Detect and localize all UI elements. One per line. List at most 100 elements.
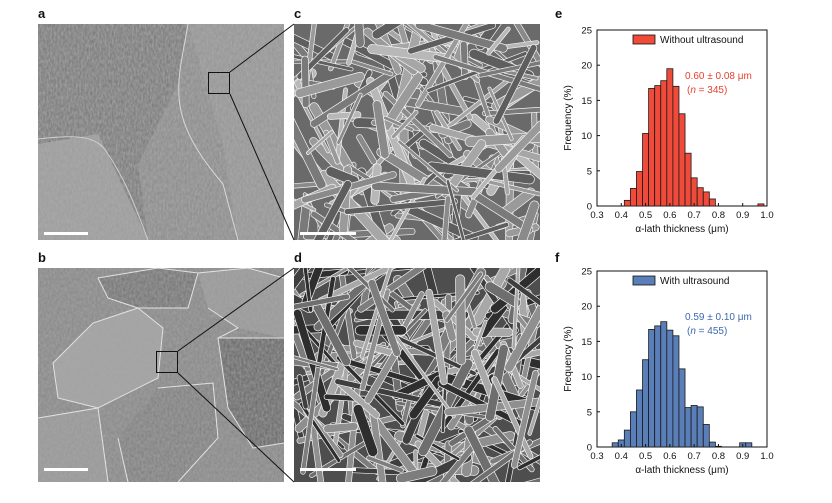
y-tick-label-e: 15 (581, 96, 592, 107)
histogram-bar-f (636, 389, 643, 448)
alpha-lath (343, 198, 458, 215)
anno-pre-e: ( (687, 85, 691, 96)
y-tick-label-f: 5 (587, 407, 592, 418)
panel-label-e: e (555, 6, 563, 21)
y-tick-label-f: 10 (581, 372, 592, 383)
alpha-lath (443, 222, 510, 240)
alpha-lath (353, 24, 365, 48)
anno-post-e: = 345) (696, 85, 727, 96)
x-tick-label-e: 0.7 (688, 210, 701, 221)
x-tick-label-f: 0.9 (736, 451, 749, 462)
alpha-lath (300, 366, 321, 475)
anno-n-e: n (690, 85, 696, 96)
histogram-bar-f (745, 442, 753, 448)
x-tick-label-e: 0.9 (736, 210, 749, 221)
x-tick-label-f: 0.3 (590, 451, 603, 462)
panel-label-b: b (38, 250, 46, 265)
anno-n-f: n (690, 326, 696, 337)
x-tick-label-e: 0.4 (615, 210, 628, 221)
alpha-lath (414, 440, 494, 482)
micrograph-c-image (294, 24, 540, 240)
alpha-lath (294, 71, 366, 99)
alpha-lath (504, 299, 540, 373)
alpha-lath (391, 109, 419, 140)
y-tick-label-e: 0 (587, 202, 592, 213)
alpha-lath (511, 268, 521, 350)
ticks-e: 0.3 0.4 0.5 0.6 0.7 0.8 0.9 1.0 0 5 10 15 20 25 (581, 26, 773, 222)
alpha-lath (444, 271, 484, 323)
alpha-lath (492, 44, 538, 125)
histogram-bar-f (678, 368, 686, 448)
alpha-lath (356, 134, 377, 165)
histogram-bar-f (666, 329, 674, 448)
y-tick-label-f: 25 (581, 267, 592, 278)
annotation-mean-f: 0.59 ± 0.10 μm (685, 312, 752, 323)
alpha-lath (510, 200, 540, 240)
anno-post-f: = 455) (696, 326, 727, 337)
panel-label-f: f (555, 250, 560, 265)
micrograph-d-image (294, 268, 540, 482)
alpha-lath (371, 176, 427, 240)
alpha-lath (295, 193, 312, 240)
panel-label-a: a (38, 6, 46, 21)
histogram-bar-e (708, 198, 716, 207)
alpha-lath (299, 268, 374, 298)
alpha-lath (352, 404, 379, 457)
alpha-lath (323, 422, 359, 434)
alpha-lath (494, 120, 540, 173)
alpha-lath (415, 24, 508, 53)
alpha-lath (296, 374, 309, 410)
scale-bar-d (300, 468, 356, 471)
x-tick-label-f: 0.6 (663, 451, 676, 462)
histogram-bar-f (611, 442, 619, 448)
bars-e (623, 68, 765, 207)
histogram-bar-f (623, 429, 631, 448)
legend-text-f: With ultrasound (660, 276, 729, 287)
x-tick-label-f: 1.0 (760, 451, 773, 462)
alpha-lath (336, 92, 363, 145)
alpha-lath (527, 385, 540, 436)
alpha-lath (371, 24, 404, 40)
y-tick-label-f: 0 (587, 443, 592, 454)
alpha-lath (297, 268, 313, 313)
zoom-box-b (156, 351, 178, 373)
alpha-lath (482, 104, 540, 117)
histogram-bar-f (629, 411, 637, 448)
alpha-lath (398, 291, 425, 337)
histogram-bar-f (648, 329, 656, 448)
y-axis-label-e: Frequency (%) (563, 85, 574, 151)
alpha-lath (485, 464, 540, 482)
x-tick-label-e: 0.3 (590, 210, 603, 221)
histogram-bar-f (660, 321, 668, 448)
histogram-bar-f (672, 335, 680, 448)
alpha-lath (397, 139, 459, 193)
alpha-lath (328, 24, 366, 72)
alpha-lath (306, 129, 334, 155)
x-tick-label-f: 0.5 (639, 451, 652, 462)
legend-swatch-f (632, 275, 656, 286)
panel-label-c: c (294, 6, 302, 21)
legend-swatch-e (632, 34, 656, 45)
alpha-lath (445, 179, 467, 240)
y-tick-label-f: 20 (581, 302, 592, 313)
alpha-lath (367, 279, 402, 357)
y-tick-label-e: 20 (581, 61, 592, 72)
annotation-mean-e: 0.60 ± 0.08 μm (685, 71, 752, 82)
anno-pre-f: ( (687, 326, 691, 337)
alpha-lath (294, 293, 351, 320)
scale-bar-c (300, 232, 356, 235)
alpha-lath (296, 27, 350, 80)
y-tick-label-e: 10 (581, 131, 592, 142)
alpha-lath (439, 195, 451, 240)
histogram-bar-f (702, 424, 710, 448)
y-tick-label-f: 15 (581, 337, 592, 348)
x-tick-label-f: 0.8 (712, 451, 725, 462)
histogram-bar-f (708, 441, 716, 448)
zoom-box-a (208, 72, 230, 94)
histogram-bar-f (642, 359, 650, 448)
y-tick-label-e: 25 (581, 26, 592, 37)
x-axis-label-f: α-lath thickness (μm) (635, 465, 728, 476)
x-tick-label-e: 0.6 (663, 210, 676, 221)
